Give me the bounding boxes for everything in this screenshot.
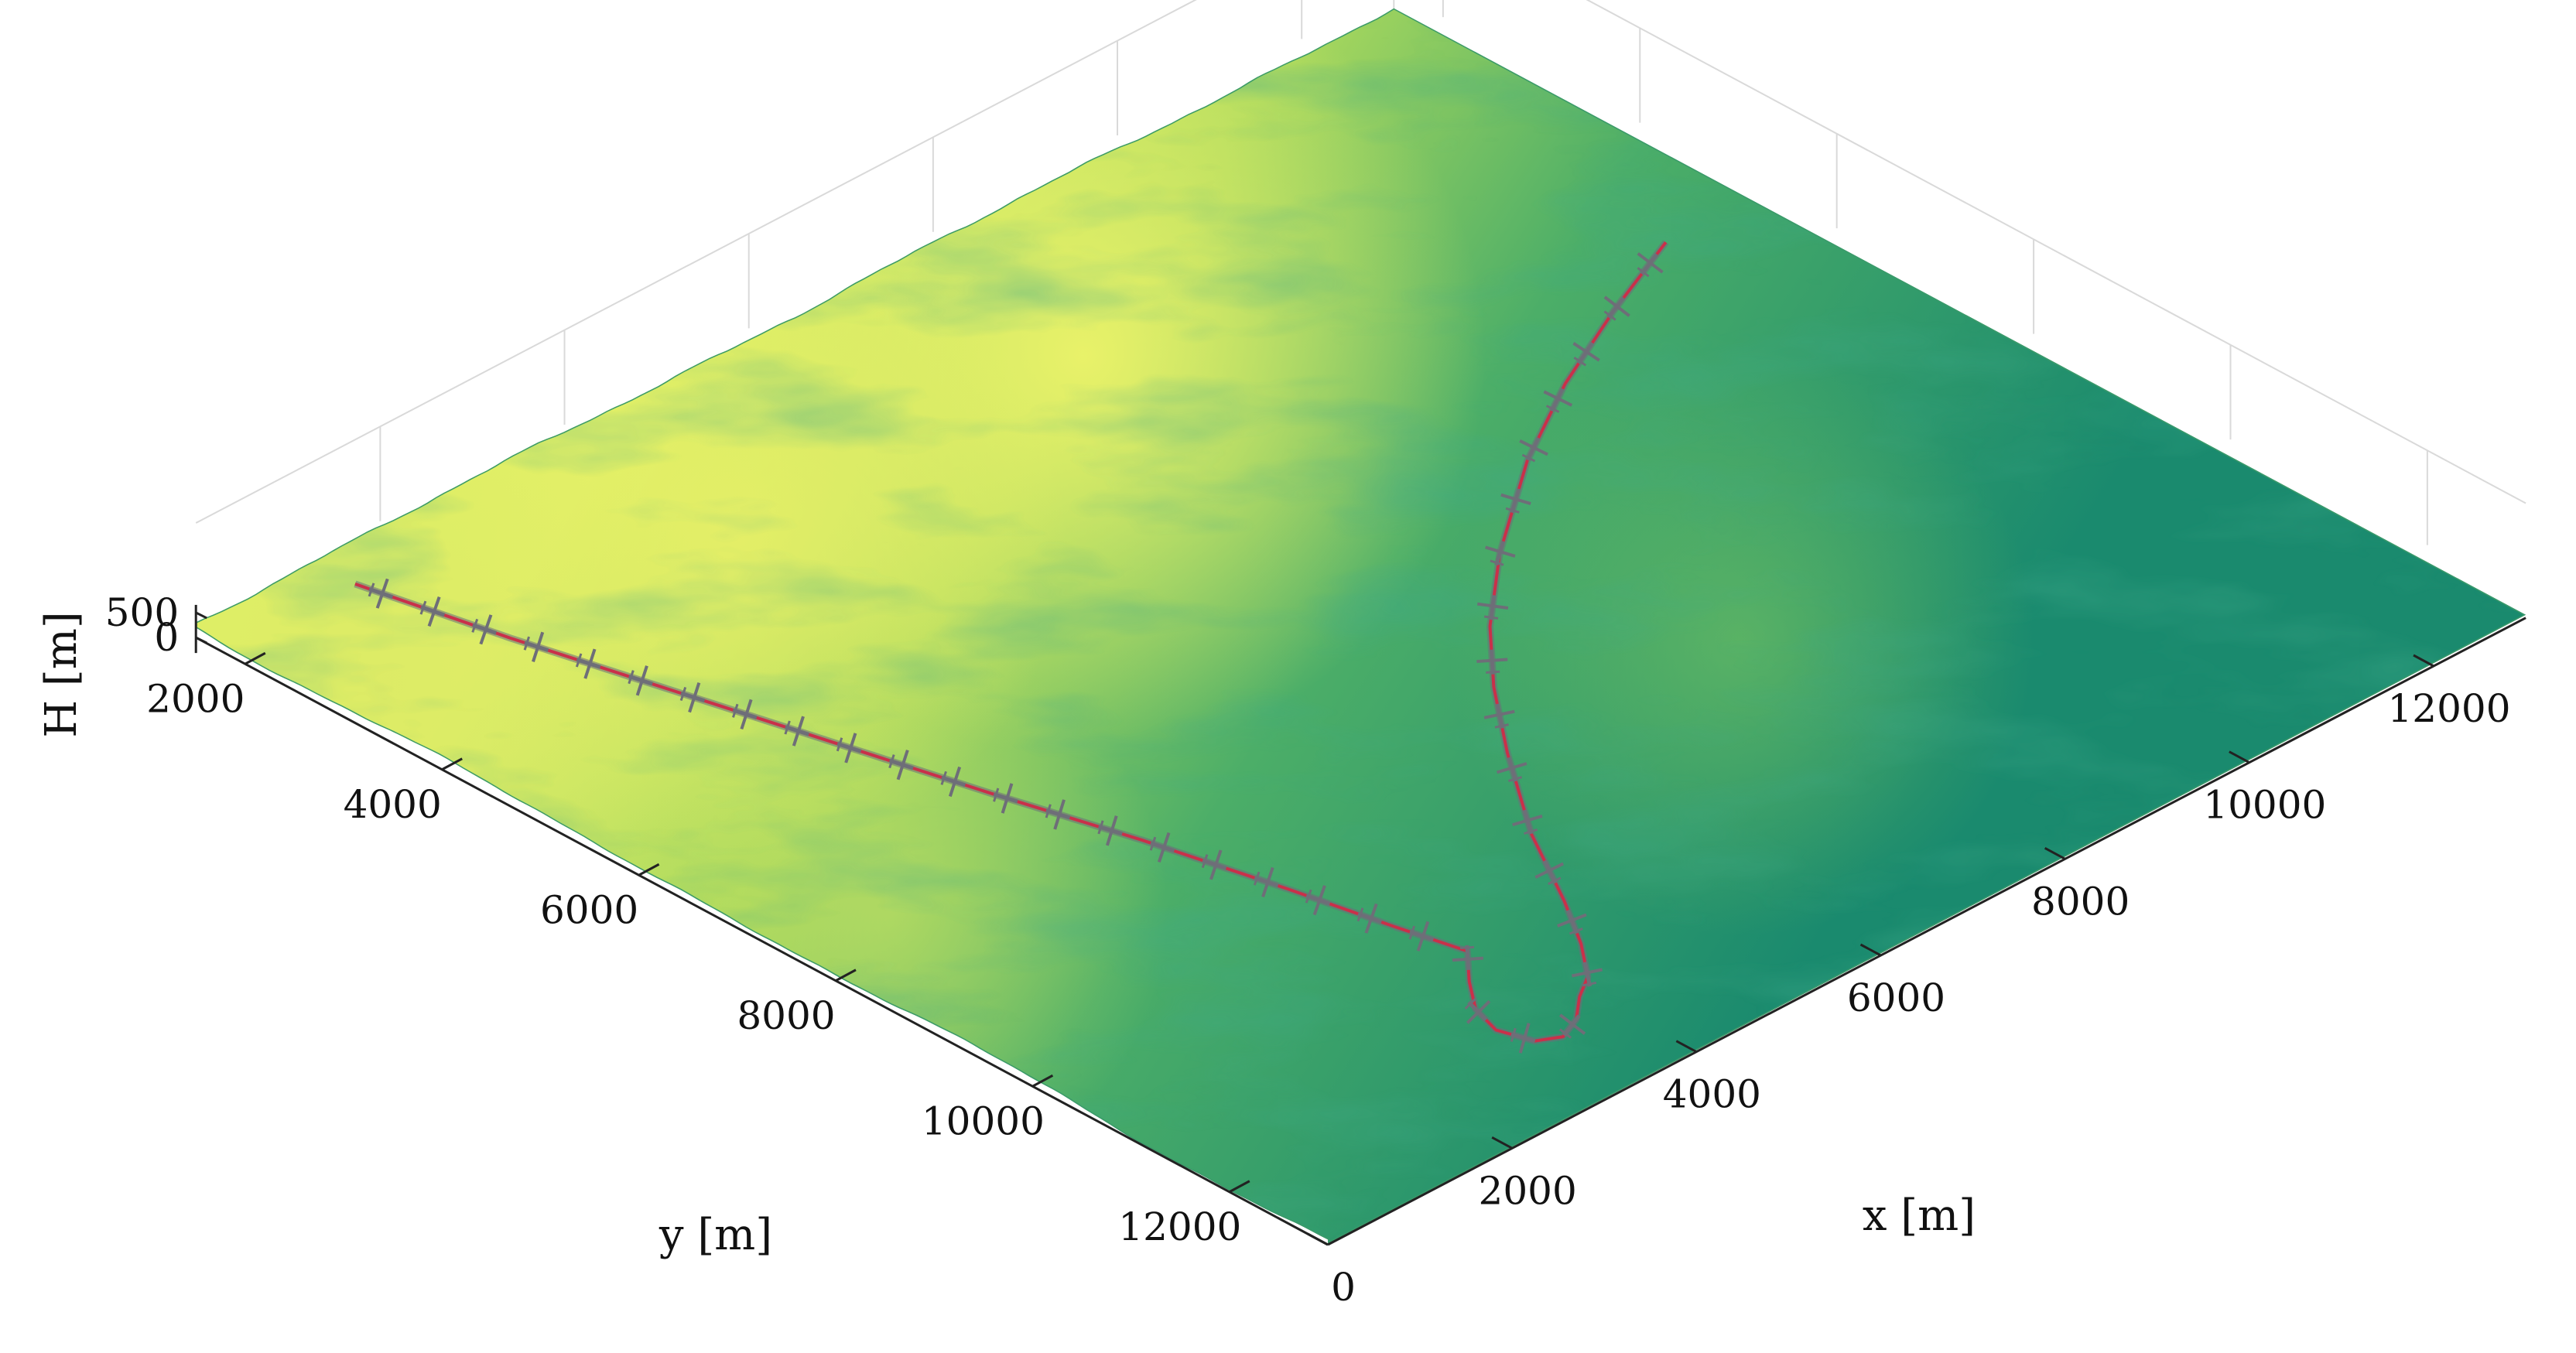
aircraft-marker	[940, 766, 966, 798]
aircraft-marker	[1534, 859, 1565, 886]
aircraft-marker	[784, 716, 809, 747]
x-tick	[2044, 847, 2066, 860]
aircraft-marker	[1500, 488, 1531, 514]
x-tick	[1675, 1040, 1698, 1053]
aircraft-marker	[836, 733, 862, 764]
flight-path	[354, 240, 1669, 1054]
aircraft-marker	[419, 596, 446, 627]
z-tick	[195, 636, 207, 644]
aircraft-marker	[1483, 703, 1515, 729]
aircraft-marker	[1557, 909, 1587, 935]
y-tick-label: 10000	[922, 1098, 1045, 1143]
y-tick-label: 2000	[146, 676, 245, 721]
y-axis-line	[195, 636, 1329, 1246]
aircraft-marker	[628, 665, 653, 696]
z-tick-label: 500	[105, 590, 179, 635]
aircraft-marker	[1510, 1023, 1536, 1054]
aircraft-marker	[732, 699, 758, 730]
z-tick-label: 0	[154, 615, 179, 660]
aircraft-marker	[1097, 815, 1123, 846]
aircraft-marker	[1603, 296, 1630, 321]
aircraft-marker	[368, 578, 394, 609]
y-tick	[1031, 1074, 1054, 1088]
x-tick	[1859, 943, 1882, 957]
x-axis-line	[1327, 617, 2526, 1246]
axes-grid	[195, 0, 2526, 545]
aircraft-marker	[1476, 595, 1509, 620]
y-tick-label: 12000	[1118, 1204, 1241, 1249]
aircraft-marker	[1476, 649, 1508, 675]
aircraft-marker	[1045, 799, 1071, 830]
x-tick-label: 4000	[1663, 1072, 1761, 1117]
aircraft-marker	[1201, 849, 1227, 880]
aircraft-marker	[1558, 1013, 1586, 1039]
aircraft-marker	[1572, 341, 1600, 367]
grid-back-top-edge	[195, 0, 1197, 524]
aircraft-marker	[993, 783, 1018, 814]
aircraft-marker	[1356, 903, 1383, 934]
x-tick-label: 2000	[1479, 1168, 1577, 1213]
aircraft-marker	[1408, 921, 1435, 952]
x-tick	[1491, 1136, 1513, 1150]
x-tick	[1307, 1232, 1329, 1246]
z-tick	[195, 611, 207, 620]
y-axis-label: y [m]	[659, 1210, 772, 1260]
x-tick-label: 8000	[2031, 879, 2130, 924]
x-tick	[2413, 654, 2434, 668]
z-axis-label: H [m]	[36, 611, 87, 737]
y-tick-label: 6000	[540, 887, 638, 932]
x-tick-label: 0	[1331, 1265, 1356, 1310]
aircraft-marker	[1519, 436, 1548, 463]
y-tick-label: 8000	[737, 993, 835, 1038]
aircraft-marker	[1485, 541, 1516, 566]
aircraft-marker	[1637, 252, 1664, 278]
aircraft-marker	[471, 614, 497, 645]
aircraft-marker	[575, 648, 601, 679]
aircraft-marker	[1452, 945, 1484, 971]
y-tick	[441, 757, 463, 771]
x-tick-label: 12000	[2387, 686, 2510, 731]
aircraft-marker	[1149, 832, 1175, 863]
y-tick-label: 4000	[344, 782, 442, 827]
aircraft-marker	[1512, 809, 1543, 835]
aircraft-marker	[1543, 388, 1573, 413]
y-tick	[1229, 1180, 1250, 1194]
aircraft-marker	[1464, 998, 1491, 1024]
y-tick	[638, 863, 660, 876]
y-tick	[245, 651, 266, 665]
x-tick-label: 6000	[1847, 975, 1945, 1020]
aircraft-marker	[888, 750, 914, 781]
aircraft-marker	[679, 682, 706, 713]
axes: 0 2000 4000 6000 8000 10000 12000 2000 4000 6000 8…	[105, 590, 2526, 1310]
y-tick	[835, 969, 857, 982]
aircraft-marker	[1572, 962, 1603, 987]
x-tick	[2229, 750, 2250, 764]
aircraft-marker	[523, 631, 549, 662]
aircraft-marker	[1253, 866, 1279, 898]
aircraft-marker	[1305, 885, 1331, 916]
aircraft-marker	[1496, 757, 1527, 783]
x-tick-label: 10000	[2203, 783, 2326, 828]
x-axis-label: x [m]	[1863, 1191, 1976, 1241]
axis-labels: x [m] y [m] H [m]	[36, 611, 1976, 1260]
grid-right-top-edge	[1586, 0, 2526, 504]
